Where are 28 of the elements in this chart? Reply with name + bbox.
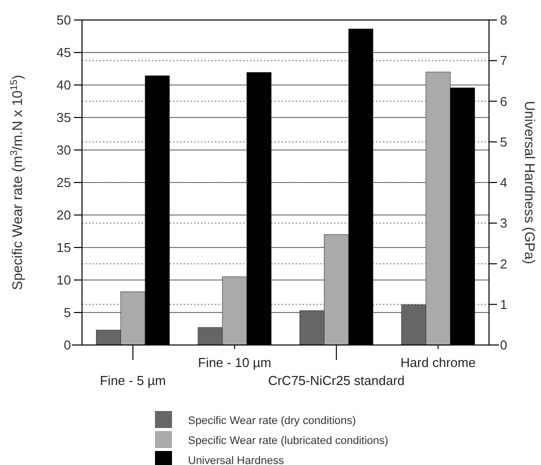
x-tick-label: Fine - 5 µm [100,373,166,388]
y-tick-label: 0 [64,338,71,353]
legend-label: Specific Wear rate (lubricated conditions) [188,434,388,447]
y2-tick-label: 4 [500,175,508,190]
y2-tick-label: 6 [500,94,508,109]
y2-tick-label: 8 [500,12,508,28]
y-tick-label: 30 [56,142,71,158]
y-tick-label: 50 [56,12,71,28]
y-tick-label: 35 [56,110,71,126]
legend-label: Specific Wear rate (dry conditions) [188,414,356,427]
y-tick-label: 40 [56,78,71,93]
legend-label: Universal Hardness [188,454,284,465]
y2-tick-label: 5 [500,134,508,150]
y-tick-label: 5 [64,305,71,320]
y-tick-label: 45 [56,45,71,60]
x-tick-label: Hard chrome [400,355,476,370]
y-tick-label: 20 [56,208,71,223]
y-tick-label: 15 [56,240,71,256]
x-tick-label: Fine - 10 µm [198,355,272,370]
y-tick-label: 10 [56,272,71,288]
y-tick-label: 25 [56,175,71,190]
y2-tick-label: 7 [500,53,508,68]
y2-tick-label: 0 [500,338,508,353]
y2-tick-label: 2 [500,256,508,272]
y2-axis-title: Universal Hardness (GPa) [522,100,538,264]
x-tick-label: CrC75-NiCr25 standard [268,373,405,388]
y2-tick-label: 3 [500,216,508,231]
y2-tick-label: 1 [500,296,508,312]
